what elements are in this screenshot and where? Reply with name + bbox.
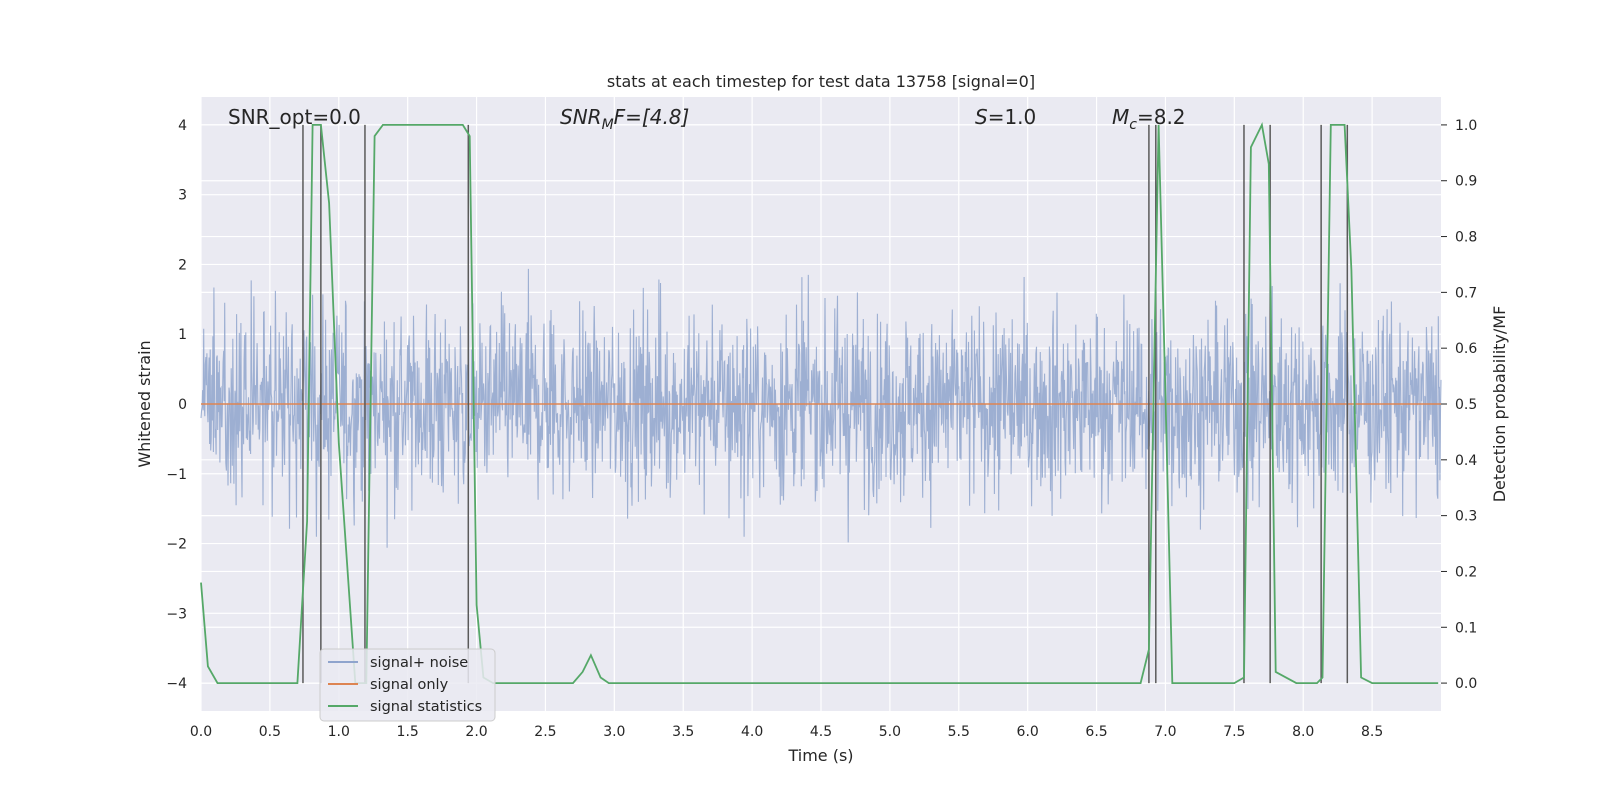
- signal-statistics-line: [200, 122, 1439, 684]
- y-right-tick-label: 0.4: [1455, 453, 1477, 469]
- x-tick-label: 7.0: [1154, 724, 1176, 740]
- x-tick-label: 1.5: [397, 724, 419, 740]
- y-axis-label: Whitened strain: [135, 340, 154, 467]
- annotation-snr-mf: SNRMF=[4.8]: [560, 105, 689, 133]
- annotation-snr-mf-sub: M: [602, 117, 614, 133]
- x-axis-label: Time (s): [787, 746, 853, 765]
- y-right-tick-label: 0.9: [1455, 174, 1477, 190]
- x-tick-label: 0.0: [190, 724, 212, 740]
- x-tick-label: 3.5: [672, 724, 694, 740]
- legend-label-noise: signal+ noise: [370, 655, 468, 671]
- y-right-tick-label: 0.1: [1455, 620, 1477, 636]
- x-tick-label: 1.0: [328, 724, 350, 740]
- y-right-tick-label: 0.8: [1455, 230, 1477, 246]
- y-axis-right-label: Detection probability/MF: [1490, 306, 1509, 503]
- y-tick-label: 4: [178, 118, 187, 134]
- annotation-snr-opt: SNR_opt=0.0: [228, 105, 361, 129]
- y-tick-label: 3: [178, 188, 187, 204]
- x-tick-label: 7.5: [1223, 724, 1245, 740]
- x-tick-label: 3.0: [603, 724, 625, 740]
- y-axis-right-ticks: 0.0 0.1 0.2 0.3 0.4 0.5 0.6 0.7 0.8 0.9 1.0: [1441, 118, 1477, 692]
- noise-line: [200, 268, 1442, 548]
- y-right-tick-label: 0.3: [1455, 509, 1477, 525]
- annotation-snr-mf-base: SNR: [560, 105, 602, 129]
- signal-statistics-series: [200, 122, 1439, 684]
- legend: signal+ noise signal only signal statist…: [319, 648, 496, 722]
- x-tick-label: 6.5: [1085, 724, 1107, 740]
- annotation-mc-rest: =8.2: [1137, 105, 1186, 129]
- annotation-s: S=1.0: [975, 105, 1036, 129]
- legend-label-signal: signal only: [370, 677, 449, 693]
- y-tick-label: −3: [166, 606, 187, 622]
- matched-filter-markers: [302, 124, 1349, 684]
- chart-title: stats at each timestep for test data 137…: [607, 72, 1035, 91]
- x-tick-label: 2.0: [465, 724, 487, 740]
- x-tick-label: 4.0: [741, 724, 763, 740]
- y-right-tick-label: 0.5: [1455, 397, 1477, 413]
- y-axis-left-ticks: −4 −3 −2 −1 0 1 2 3 4: [166, 118, 187, 692]
- y-right-tick-label: 1.0: [1455, 118, 1477, 134]
- annotation-mc-sub: c: [1129, 117, 1137, 133]
- legend-box: [319, 648, 496, 722]
- y-tick-label: 2: [178, 257, 187, 273]
- y-tick-label: −1: [166, 467, 187, 483]
- annotation-mc-italic: M: [1112, 105, 1129, 129]
- legend-label-stats: signal statistics: [370, 699, 482, 715]
- annotation-s-rest: =1.0: [988, 105, 1037, 129]
- y-tick-label: −2: [166, 537, 187, 553]
- y-right-tick-label: 0.6: [1455, 341, 1477, 357]
- x-tick-label: 8.5: [1361, 724, 1383, 740]
- x-tick-label: 2.5: [534, 724, 556, 740]
- x-tick-label: 5.5: [948, 724, 970, 740]
- noise-series: [200, 268, 1442, 548]
- annotation-mc: Mc=8.2: [1112, 105, 1186, 133]
- y-tick-label: 0: [178, 397, 187, 413]
- y-tick-label: 1: [178, 327, 187, 343]
- y-tick-label: −4: [166, 676, 187, 692]
- x-tick-label: 6.0: [1017, 724, 1039, 740]
- annotation-snr-mf-rest: F=[4.8]: [614, 105, 690, 129]
- x-tick-label: 8.0: [1292, 724, 1314, 740]
- x-tick-label: 4.5: [810, 724, 832, 740]
- annotation-s-italic: S: [975, 105, 988, 129]
- y-right-tick-label: 0.2: [1455, 564, 1477, 580]
- y-right-tick-label: 0.7: [1455, 285, 1477, 301]
- y-right-tick-label: 0.0: [1455, 676, 1477, 692]
- x-tick-label: 5.0: [879, 724, 901, 740]
- x-tick-label: 0.5: [259, 724, 281, 740]
- x-axis-ticks: 0.0 0.5 1.0 1.5 2.0 2.5 3.0 3.5 4.0 4.5 5.0 5.5 6.0 6…: [190, 724, 1383, 740]
